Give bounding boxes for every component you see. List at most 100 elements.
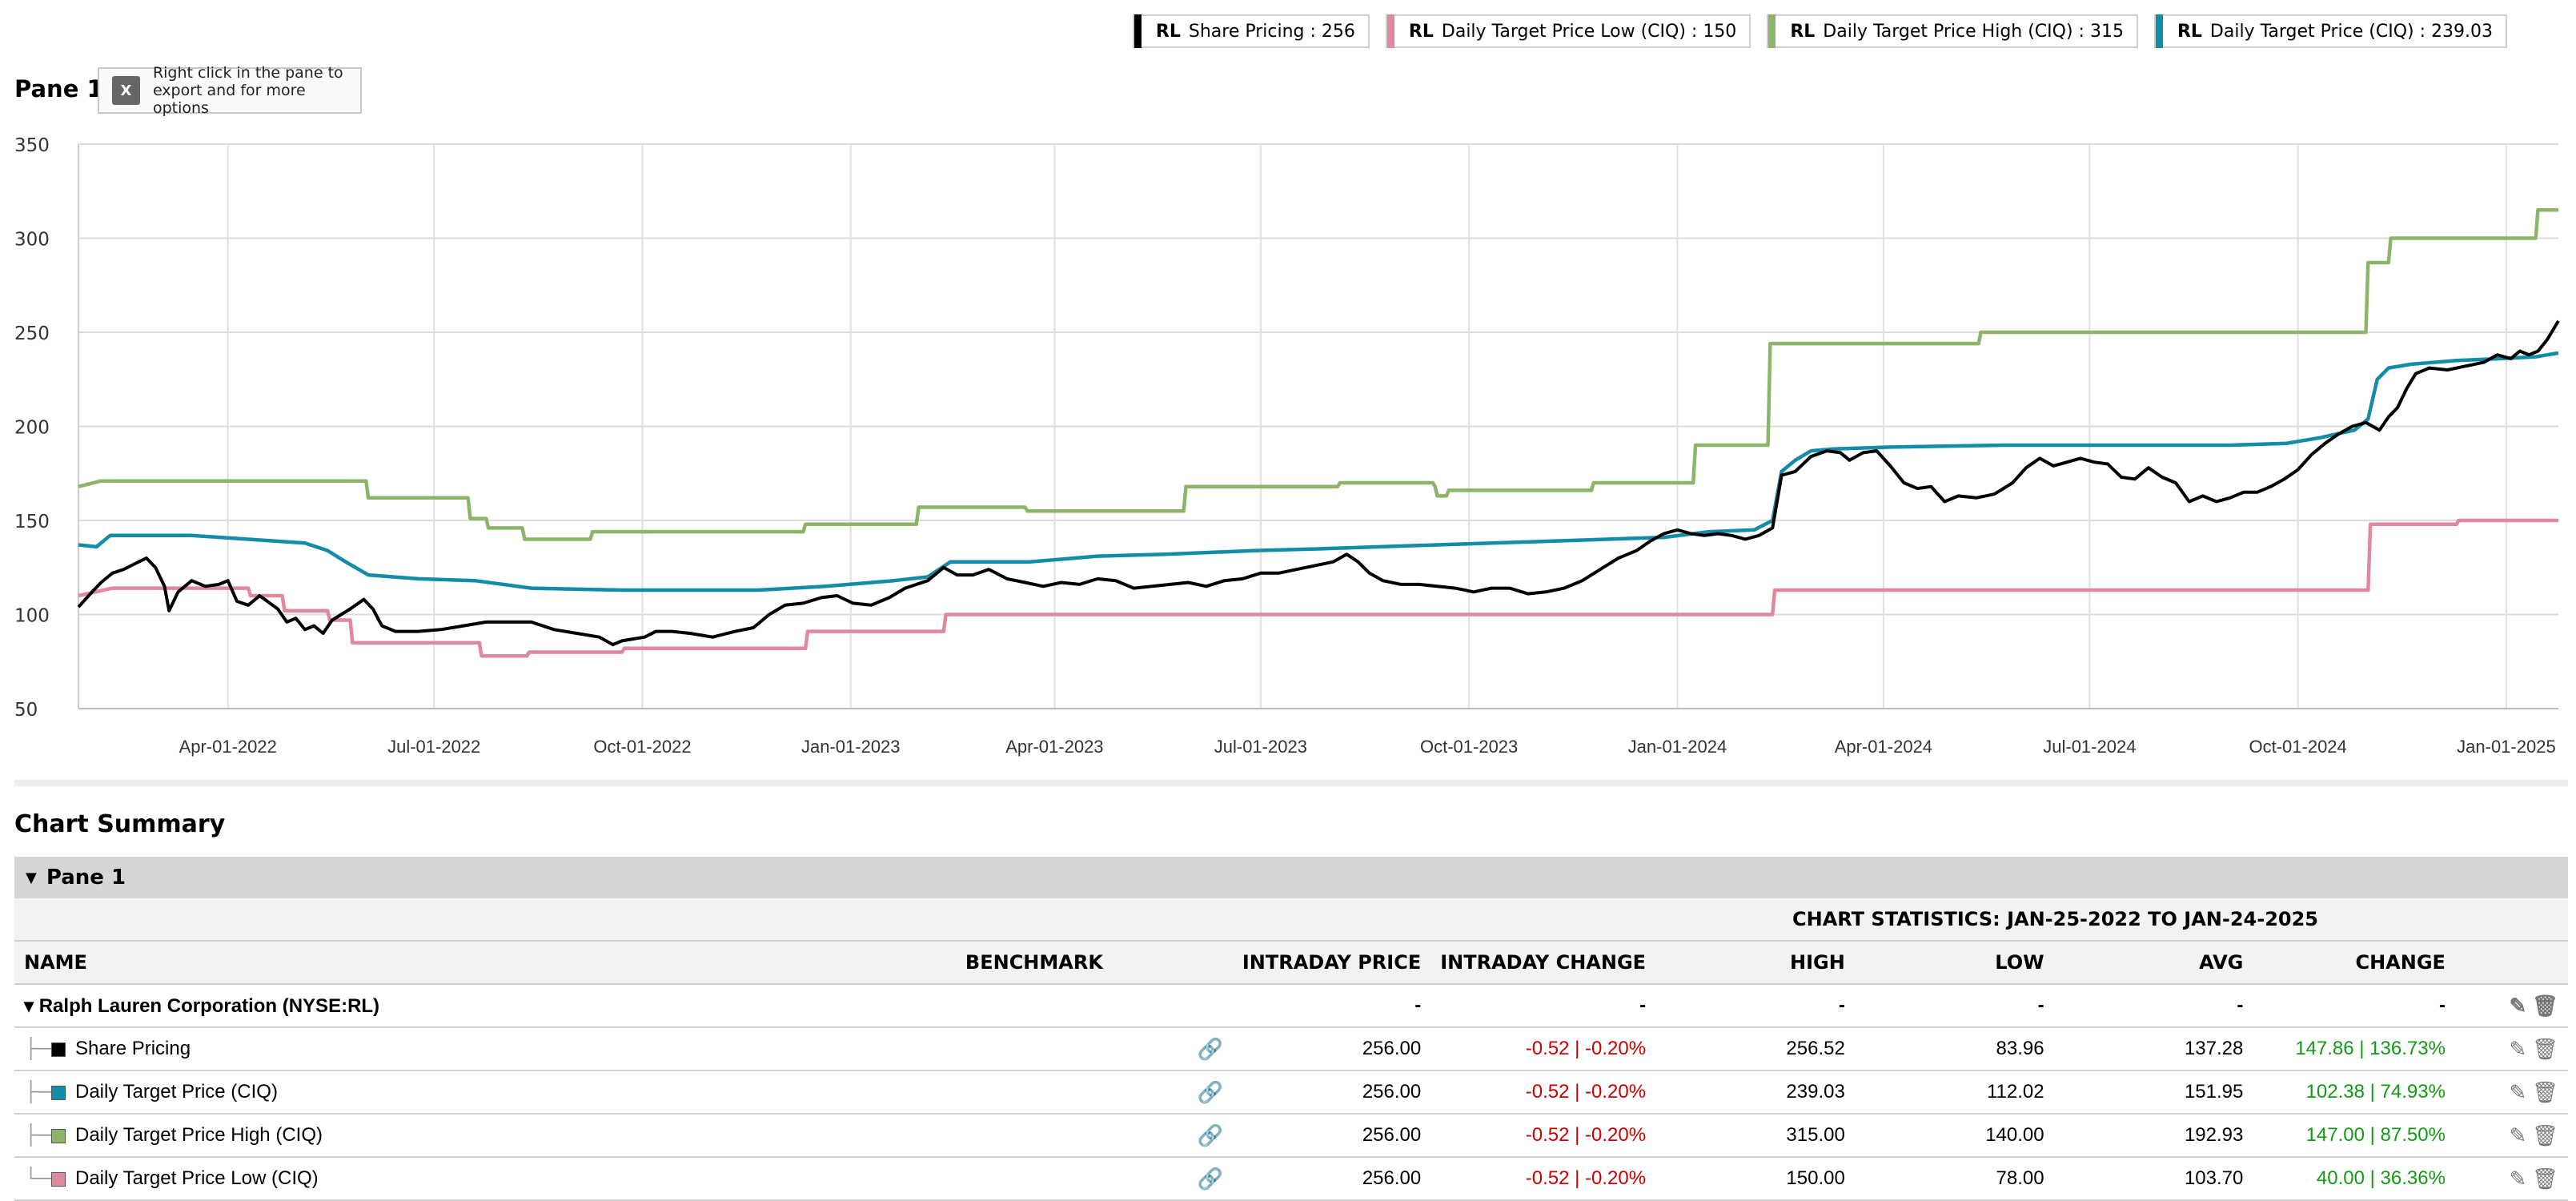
trash-icon[interactable]: 🗑 [2531, 1036, 2558, 1061]
y-tick-label: 300 [14, 230, 50, 251]
intraday-price: 256.00 [1232, 1114, 1431, 1158]
high: 239.03 [1655, 1070, 1855, 1115]
low: 112.02 [1854, 1070, 2054, 1115]
link-icon[interactable]: 🔗 [1197, 1079, 1223, 1104]
legend-ticker: RL [1408, 21, 1434, 42]
col-benchmark: BENCHMARK [955, 941, 1233, 985]
company-caret-icon[interactable]: ▾ [24, 994, 34, 1017]
company-name: Ralph Lauren Corporation (NYSE:RL) [38, 994, 380, 1017]
legend-ticker: RL [2177, 21, 2202, 42]
low: 83.96 [1854, 1027, 2054, 1071]
y-tick-label: 100 [14, 606, 50, 627]
tree-connector: └─ [24, 1167, 52, 1189]
legend-item-share-pricing[interactable]: RL Share Pricing : 256 [1132, 14, 1370, 48]
company-row[interactable]: ▾ Ralph Lauren Corporation (NYSE:RL) - -… [14, 984, 2568, 1028]
trash-icon[interactable]: 🗑 [2531, 1166, 2558, 1191]
high: 315.00 [1655, 1114, 1855, 1158]
edit-icon[interactable]: ✎ [2509, 1079, 2527, 1104]
series-name: Daily Target Price High (CIQ) [75, 1124, 323, 1146]
pane-group-label: Pane 1 [46, 866, 126, 890]
pane-title: Pane 1 [14, 75, 103, 102]
x-tick-label: Jul-01-2023 [1214, 737, 1307, 757]
col-name: NAME [14, 941, 956, 985]
pane-group-header[interactable]: ▼ Pane 1 [14, 857, 2568, 898]
company-change: - [2253, 984, 2455, 1028]
stats-header: CHART STATISTICS: JAN-25-2022 TO JAN-24-… [1655, 898, 2455, 942]
x-tick-label: Apr-01-2022 [179, 737, 277, 757]
legend-item-target-high[interactable]: RL Daily Target Price High (CIQ) : 315 [1767, 14, 2138, 48]
link-icon[interactable]: 🔗 [1197, 1166, 1223, 1191]
change: 102.38 | 74.93% [2253, 1070, 2455, 1115]
x-tick-label: Jul-01-2024 [2043, 737, 2136, 757]
col-low: LOW [1854, 941, 2054, 985]
chart-summary-title: Chart Summary [14, 810, 226, 838]
edit-icon[interactable]: ✎ [2509, 1166, 2527, 1191]
legend-label: Daily Target Price High (CIQ) : 315 [1823, 21, 2124, 42]
legend-swatch [1768, 14, 1776, 48]
legend-swatch [2155, 14, 2163, 48]
edit-icon[interactable]: ✎ [2509, 1123, 2527, 1147]
legend-label: Daily Target Price Low (CIQ) : 150 [1441, 21, 1737, 42]
export-tooltip[interactable]: X Right click in the pane to export and … [98, 64, 362, 117]
tree-connector: ├─ [24, 1124, 52, 1146]
series-swatch [51, 1171, 66, 1187]
line-chart[interactable]: 350 300 250 200 150 100 50 Apr-01-2022 Jul-01-20… [0, 120, 2576, 761]
link-icon[interactable]: 🔗 [1197, 1036, 1223, 1061]
x-tick-label: Apr-01-2024 [1835, 737, 1932, 757]
legend-ticker: RL [1155, 21, 1181, 42]
edit-icon[interactable]: ✎ [2509, 993, 2527, 1018]
legend-item-target-price[interactable]: RL Daily Target Price (CIQ) : 239.03 [2153, 14, 2507, 48]
x-tick-label: Apr-01-2023 [1005, 737, 1103, 757]
series-name: Share Pricing [75, 1038, 191, 1059]
edit-icon[interactable]: ✎ [2509, 1036, 2527, 1061]
table-row[interactable]: ├─ Daily Target Price (CIQ) 🔗 256.00 -0.5… [14, 1070, 2568, 1115]
avg: 192.93 [2053, 1114, 2253, 1158]
divider [14, 780, 2568, 786]
tree-connector: ├─ [24, 1081, 52, 1103]
trash-icon[interactable]: 🗑 [2531, 993, 2558, 1018]
legend-item-target-low[interactable]: RL Daily Target Price Low (CIQ) : 150 [1385, 14, 1751, 48]
link-icon[interactable]: 🔗 [1197, 1123, 1223, 1147]
series-swatch [51, 1085, 66, 1100]
export-tip-line2: export and for more options [152, 82, 306, 117]
avg: 103.70 [2053, 1157, 2253, 1201]
trash-icon[interactable]: 🗑 [2531, 1079, 2558, 1104]
legend-swatch [1386, 14, 1394, 48]
intraday-change: -0.52 | -0.20% [1430, 1114, 1656, 1158]
collapse-caret-icon[interactable]: ▼ [26, 869, 37, 886]
company-avg: - [2053, 984, 2253, 1028]
x-tick-label: Jul-01-2022 [387, 737, 480, 757]
x-tick-label: Oct-01-2024 [2249, 737, 2346, 757]
change: 40.00 | 36.36% [2253, 1157, 2455, 1201]
change: 147.86 | 136.73% [2253, 1027, 2455, 1071]
table-row[interactable]: └─ Daily Target Price Low (CIQ) 🔗 256.00 … [14, 1157, 2568, 1201]
col-avg: AVG [2053, 941, 2253, 985]
y-tick-label: 150 [14, 512, 50, 532]
excel-export-icon[interactable]: X [112, 76, 140, 105]
avg: 151.95 [2053, 1070, 2253, 1115]
legend-ticker: RL [1790, 21, 1816, 42]
intraday-price: 256.00 [1232, 1157, 1431, 1201]
intraday-price: 256.00 [1232, 1027, 1431, 1071]
intraday-change: -0.52 | -0.20% [1430, 1157, 1656, 1201]
series-name: Daily Target Price (CIQ) [75, 1081, 278, 1103]
series-line-daily-target-price-ciq [78, 351, 2559, 592]
x-tick-label: Jan-01-2024 [1628, 737, 1727, 757]
table-row[interactable]: ├─ Daily Target Price High (CIQ) 🔗 256.00… [14, 1114, 2568, 1158]
summary-table: CHART STATISTICS: JAN-25-2022 TO JAN-24-… [14, 898, 2568, 1201]
intraday-change: -0.52 | -0.20% [1430, 1070, 1656, 1115]
trash-icon[interactable]: 🗑 [2531, 1123, 2558, 1147]
y-tick-label: 350 [14, 135, 50, 156]
series-swatch [51, 1128, 66, 1143]
intraday-change: -0.52 | -0.20% [1430, 1027, 1656, 1071]
export-tip-text: Right click in the pane to export and fo… [153, 64, 360, 117]
change: 147.00 | 87.50% [2253, 1114, 2455, 1158]
series-line-daily-target-price-low-ciq [78, 518, 2558, 658]
col-intraday-price: INTRADAY PRICE [1232, 941, 1431, 985]
company-low: - [1854, 984, 2054, 1028]
legend-label: Share Pricing : 256 [1188, 21, 1355, 42]
legend-label: Daily Target Price (CIQ) : 239.03 [2209, 21, 2493, 42]
table-row[interactable]: ├─ Share Pricing 🔗 256.00 -0.52 | -0.20% … [14, 1027, 2568, 1071]
x-tick-label: Jan-01-2025 [2457, 737, 2556, 757]
company-intraday-change: - [1430, 984, 1656, 1028]
